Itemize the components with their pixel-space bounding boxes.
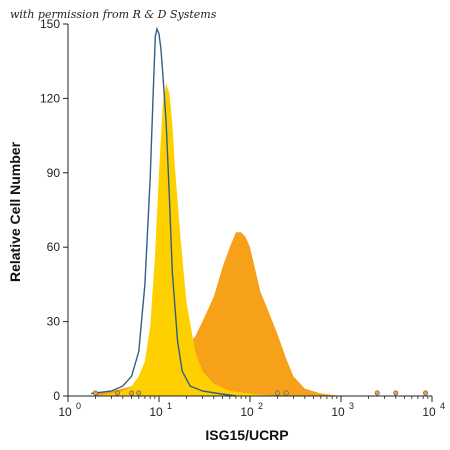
event-marker	[92, 390, 98, 396]
histogram-series-0	[95, 232, 342, 396]
x-tick-label: 10	[240, 405, 254, 419]
x-tick-exponent: 0	[76, 401, 81, 411]
event-marker	[374, 390, 380, 396]
x-tick-exponent: 4	[440, 401, 445, 411]
event-marker	[423, 390, 429, 396]
x-tick-label: 10	[331, 405, 345, 419]
x-tick-label: 10	[422, 405, 436, 419]
plot-area	[91, 26, 429, 397]
event-marker	[136, 390, 142, 396]
y-tick-label: 30	[47, 315, 61, 329]
y-tick-label: 0	[53, 389, 60, 403]
y-tick-label: 90	[47, 166, 61, 180]
event-marker	[274, 390, 280, 396]
histogram-outline-2	[91, 26, 236, 397]
axes: 0 30 60 90 120 150 10 0 10 1 10 2 10 3 10 4	[40, 17, 445, 419]
y-axis-label: Relative Cell Number	[7, 141, 23, 282]
event-marker	[129, 390, 135, 396]
event-marker	[393, 390, 399, 396]
x-axis-label: ISG15/UCRP	[205, 427, 288, 443]
y-tick-label: 120	[40, 91, 60, 105]
histogram-series-1	[95, 83, 278, 396]
x-tick-label: 10	[58, 405, 72, 419]
event-marker	[283, 390, 289, 396]
y-tick-label: 60	[47, 240, 61, 254]
x-tick-exponent: 3	[349, 401, 354, 411]
permission-note: with permission from R & D Systems	[10, 8, 217, 21]
x-tick-label: 10	[149, 405, 163, 419]
x-tick-exponent: 2	[258, 401, 263, 411]
y-tick-label: 150	[40, 17, 60, 31]
event-marker	[115, 390, 121, 396]
x-tick-exponent: 1	[167, 401, 172, 411]
